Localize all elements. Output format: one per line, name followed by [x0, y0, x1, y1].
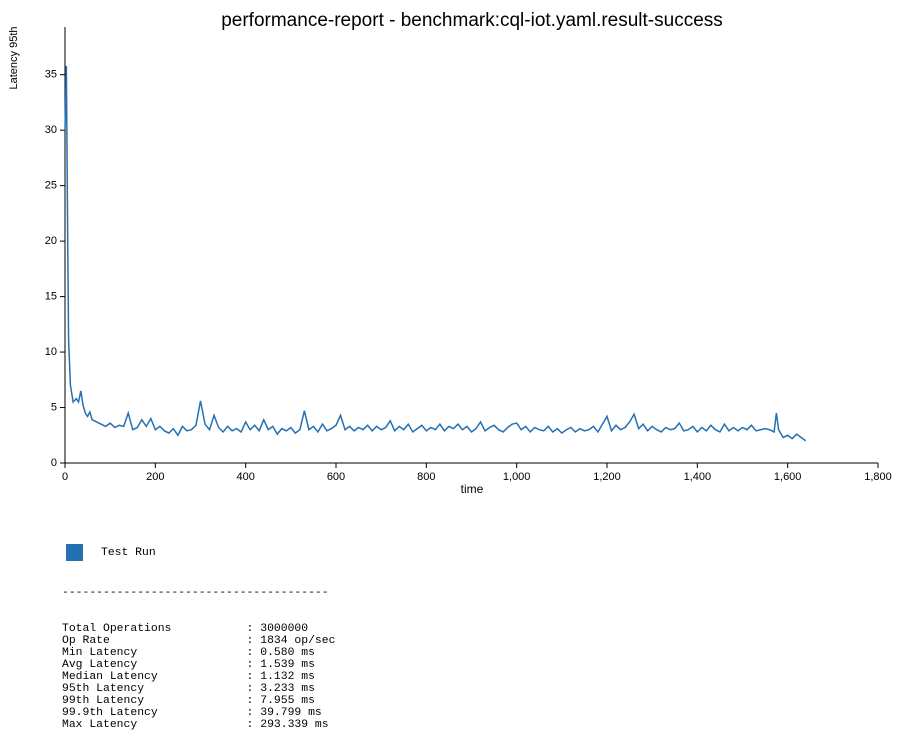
stats: Test Run -------------------------------…	[62, 520, 335, 743]
y-axis-label: Latency 95th	[8, 27, 20, 90]
y-tick-label: 35	[45, 69, 57, 81]
y-tick-label: 20	[45, 235, 57, 247]
x-tick-label: 0	[62, 471, 68, 483]
x-tick-label: 1,600	[774, 471, 802, 483]
stats-rule: ---------------------------------------	[62, 587, 329, 599]
x-axis-label: time	[461, 482, 484, 496]
x-tick-label: 800	[417, 471, 435, 483]
x-tick-label: 200	[146, 471, 164, 483]
legend: Test Run	[62, 544, 335, 561]
legend-label: Test Run	[101, 546, 156, 559]
x-tick-label: 600	[327, 471, 345, 483]
stats-row: 95th Latency : 3.233 ms	[62, 683, 315, 695]
y-tick-label: 15	[45, 290, 57, 302]
x-tick-label: 1,400	[684, 471, 712, 483]
stats-row: Avg Latency : 1.539 ms	[62, 659, 315, 671]
legend-swatch	[66, 544, 83, 561]
stats-row: Min Latency : 0.580 ms	[62, 647, 315, 659]
stats-rows: Total Operations : 3000000 Op Rate : 1834…	[62, 623, 335, 731]
page: performance-report - benchmark:cql-iot.y…	[8, 10, 892, 731]
x-tick-label: 400	[236, 471, 254, 483]
y-tick-label: 25	[45, 180, 57, 192]
x-tick-label: 1,800	[864, 471, 892, 483]
y-tick-label: 0	[51, 457, 57, 469]
chart-title: performance-report - benchmark:cql-iot.y…	[221, 10, 723, 31]
stats-row: Max Latency : 293.339 ms	[62, 719, 329, 731]
y-tick-label: 10	[45, 346, 57, 358]
x-tick-label: 1,000	[503, 471, 531, 483]
stats-row: 99th Latency : 7.955 ms	[62, 695, 315, 707]
stats-row: Total Operations : 3000000	[62, 623, 309, 635]
series-line	[64, 65, 807, 442]
stats-row: Op Rate : 1834 op/sec	[62, 635, 336, 647]
y-tick-label: 5	[51, 401, 57, 413]
x-tick-label: 1,200	[593, 471, 621, 483]
stats-row: 99.9th Latency : 39.799 ms	[62, 707, 322, 719]
y-tick-label: 30	[45, 124, 57, 136]
chart: performance-report - benchmark:cql-iot.y…	[8, 10, 892, 496]
